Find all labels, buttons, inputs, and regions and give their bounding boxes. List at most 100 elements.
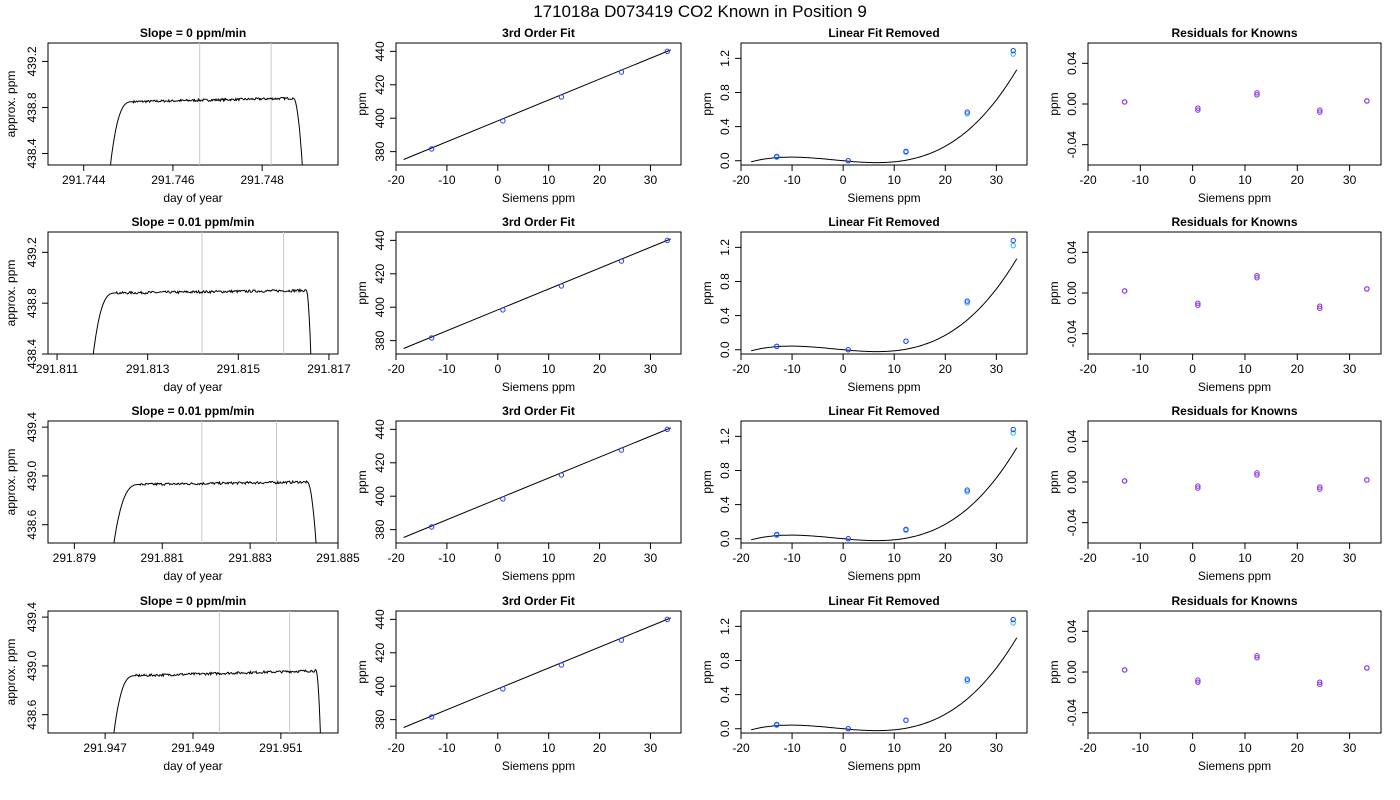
y-tick-label: 1.2 (718, 618, 732, 635)
plot-area (403, 616, 672, 728)
x-tick-label: 10 (1238, 551, 1252, 565)
plot-area (1121, 90, 1370, 115)
panel-r2-c0: Slope = 0.01 ppm/min 291.879 291.881 291.88… (4, 404, 360, 583)
x-tick-label: -20 (387, 362, 405, 376)
data-point (845, 726, 851, 732)
data-point (618, 258, 625, 264)
y-tick-label: 400 (373, 108, 387, 128)
x-tick-label: 291.883 (228, 551, 272, 565)
x-tick-label: -20 (387, 741, 405, 755)
x-tick-label: 30 (990, 551, 1004, 565)
data-point-secondary (964, 678, 970, 684)
y-tick-label: 0.4 (718, 307, 732, 324)
data-point (1254, 653, 1260, 659)
y-tick-label: 400 (373, 676, 387, 696)
x-tick-label: -20 (1079, 173, 1097, 187)
trace-line (113, 668, 321, 733)
data-point (845, 347, 851, 353)
x-axis-label: Siemens ppm (1198, 569, 1271, 583)
y-tick-label: 438.4 (25, 339, 39, 369)
x-axis-label: Siemens ppm (847, 191, 920, 205)
panel-r3-c1: 3rd Order Fit -20 -10 0 10 20 30 380 400 420 440 Si… (355, 594, 682, 773)
data-point (774, 531, 780, 538)
data-point (1317, 484, 1323, 490)
x-tick-label: 20 (1291, 741, 1305, 755)
data-point (903, 717, 909, 723)
x-tick-label: 30 (644, 362, 658, 376)
y-tick-label: 0.8 (718, 84, 732, 101)
panel-r1-c0: Slope = 0.01 ppm/min 291.811 291.813 291.81… (4, 215, 351, 394)
x-tick-label: 0 (840, 173, 847, 187)
x-tick-label: 0 (1189, 551, 1196, 565)
data-point (903, 338, 909, 344)
x-tick-label: 291.811 (36, 362, 79, 376)
data-point (1121, 288, 1128, 294)
data-point (845, 536, 851, 542)
y-tick-label: 0.04 (1065, 619, 1079, 643)
fit-line (403, 49, 672, 160)
x-tick-label: -10 (438, 362, 456, 376)
data-point-secondary (1195, 302, 1201, 308)
plot-area (109, 43, 303, 165)
x-tick-label: -10 (438, 173, 456, 187)
fit-curve (751, 258, 1018, 353)
x-axis-label: Siemens ppm (502, 569, 575, 583)
data-point (500, 496, 506, 502)
panel-r1-c1: 3rd Order Fit -20 -10 0 10 20 30 380 400 420 440 Si… (355, 215, 682, 394)
y-tick-label: 0.0 (718, 341, 732, 358)
x-tick-label: 10 (888, 173, 902, 187)
y-tick-label: 440 (373, 230, 387, 250)
x-axis-label: day of year (163, 759, 222, 773)
x-tick-label: 30 (1343, 362, 1357, 376)
panel-title: Slope = 0.01 ppm/min (131, 215, 254, 229)
plot-frame (740, 231, 1028, 355)
data-point (1010, 47, 1016, 54)
plot-frame (1087, 610, 1382, 734)
plot-frame (740, 610, 1028, 734)
x-tick-label: 30 (1343, 173, 1357, 187)
x-axis-label: Siemens ppm (847, 759, 920, 773)
y-axis-label: approx. ppm (4, 449, 18, 516)
panel-title: Linear Fit Removed (828, 404, 939, 418)
x-tick-label: 20 (939, 741, 953, 755)
y-axis-label: ppm (1047, 281, 1061, 304)
data-point (1364, 286, 1370, 292)
x-tick-label: -20 (387, 173, 405, 187)
y-axis-label: ppm (700, 660, 714, 683)
data-point-secondary (964, 111, 970, 117)
plot-area (113, 421, 317, 543)
panel-title: 3rd Order Fit (502, 404, 575, 418)
x-tick-label: 10 (888, 362, 902, 376)
panel-r0-c3: Residuals for Knowns -20 -10 0 10 20 30 -0.04 0.… (1047, 26, 1382, 205)
y-axis-label: ppm (700, 281, 714, 304)
fit-curve (751, 637, 1018, 732)
data-point-secondary (1254, 655, 1260, 661)
x-tick-label: 291.817 (307, 362, 351, 376)
panels-group: Slope = 0 ppm/min 291.744 291.746 291.748 43… (4, 26, 1382, 773)
plot-area (751, 616, 1018, 732)
x-tick-label: 30 (990, 741, 1004, 755)
panel-r0-c2: Linear Fit Removed -20 -10 0 10 20 30 0.0 0.4 0.8… (700, 26, 1028, 205)
y-tick-label: 0.0 (718, 720, 732, 737)
data-point (1195, 105, 1201, 111)
data-point (774, 721, 780, 728)
plot-frame (395, 610, 682, 734)
y-tick-label: 0.00 (1065, 281, 1079, 305)
y-tick-label: 0.4 (718, 496, 732, 513)
plot-frame (740, 420, 1028, 544)
x-tick-label: 20 (1291, 551, 1305, 565)
panel-title: 3rd Order Fit (502, 26, 575, 40)
x-tick-label: 0 (840, 362, 847, 376)
x-tick-label: 20 (593, 362, 607, 376)
data-point (500, 118, 506, 124)
data-point (964, 298, 970, 304)
x-tick-label: -20 (1079, 741, 1097, 755)
x-axis-label: Siemens ppm (1198, 191, 1271, 205)
panel-r2-c3: Residuals for Knowns -20 -10 0 10 20 30 -0.04 0.… (1047, 404, 1382, 583)
trace-line (109, 96, 303, 165)
y-tick-label: 400 (373, 486, 387, 506)
x-tick-label: -10 (783, 741, 801, 755)
y-tick-label: 0.0 (718, 152, 732, 169)
plot-frame (47, 42, 339, 166)
